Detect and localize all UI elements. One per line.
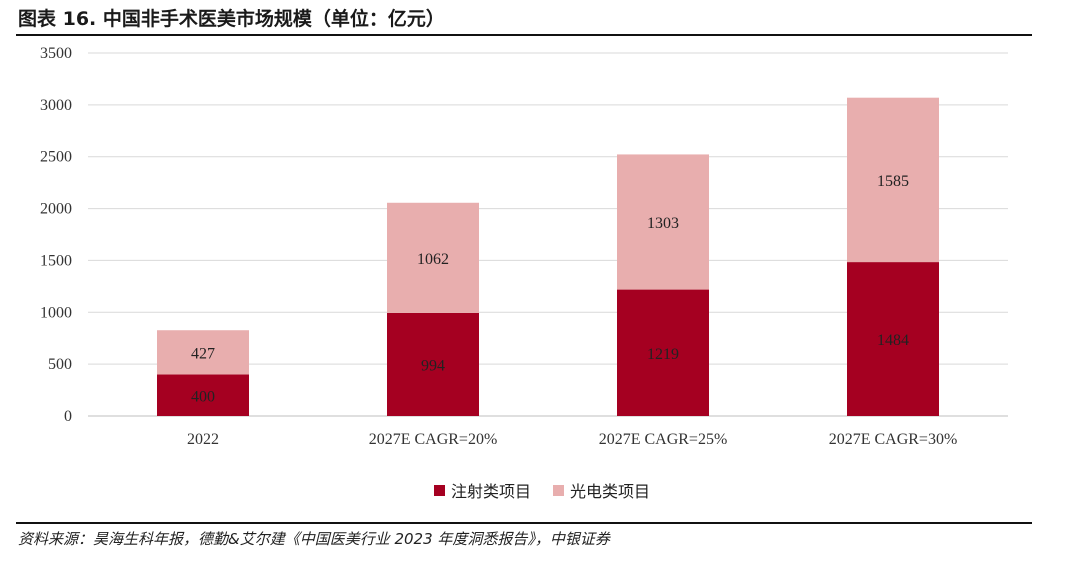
bar-segment [387, 202, 479, 313]
legend-item: 光电类项目 [553, 478, 650, 502]
bar-segment [387, 312, 479, 416]
x-tick-label: 2027E CAGR=30% [829, 431, 958, 448]
data-label: 427 [191, 345, 215, 362]
bottom-rule [16, 522, 1032, 524]
data-label: 400 [191, 388, 215, 405]
legend-label: 注射类项目 [450, 482, 531, 501]
data-label: 1484 [877, 332, 909, 349]
data-label: 1303 [647, 215, 679, 232]
legend-swatch [433, 484, 445, 496]
y-tick-label: 0 [64, 408, 72, 425]
bar-segment [157, 330, 249, 375]
legend-label: 光电类项目 [570, 482, 651, 501]
y-tick-label: 1500 [40, 252, 72, 269]
data-label: 1219 [647, 346, 679, 363]
y-tick-label: 1000 [40, 304, 72, 321]
chart-legend: 注射类项目 光电类项目 [0, 478, 1084, 502]
bar-segment [617, 289, 709, 416]
legend-item: 注射类项目 [433, 478, 531, 502]
bar-segment [847, 262, 939, 416]
data-label: 994 [421, 357, 445, 374]
data-label: 1062 [417, 251, 449, 268]
y-tick-label: 3500 [40, 45, 72, 62]
source-note: 资料来源：昊海生科年报，德勤&艾尔建《中国医美行业 2023 年度洞悉报告》，中… [18, 530, 610, 548]
stacked-bar-chart: 0 500 1000 1500 2000 2500 3000 3500 400 427 2022 99… [40, 45, 1008, 448]
data-label: 1585 [877, 173, 909, 190]
y-tick-label: 3000 [40, 97, 72, 114]
legend-swatch [553, 484, 564, 496]
bar-segment [157, 374, 249, 416]
x-tick-label: 2027E CAGR=25% [599, 431, 728, 448]
bar-segment [847, 97, 939, 263]
y-tick-label: 2500 [40, 149, 72, 166]
x-tick-label: 2027E CAGR=20% [369, 431, 498, 448]
bar-segment [617, 154, 709, 290]
x-tick-label: 2022 [187, 431, 219, 448]
top-rule [16, 34, 1032, 36]
chart-title: 图表 16. 中国非手术医美市场规模（单位：亿元） [18, 8, 445, 30]
y-tick-label: 500 [48, 356, 72, 373]
y-tick-label: 2000 [40, 201, 72, 218]
